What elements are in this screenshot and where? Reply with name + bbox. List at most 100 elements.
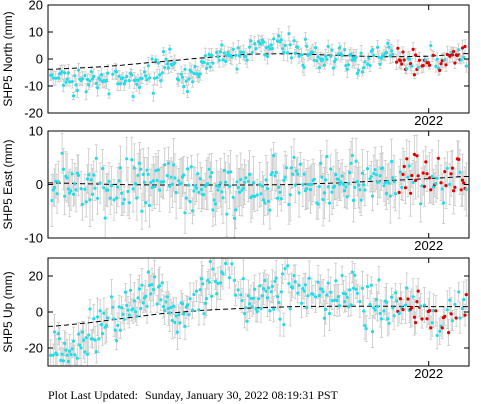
data-point xyxy=(106,316,110,320)
data-point xyxy=(189,165,193,169)
data-point xyxy=(184,79,188,83)
data-point xyxy=(84,336,88,340)
data-point xyxy=(194,186,198,190)
data-point xyxy=(239,177,243,182)
data-point xyxy=(326,281,330,285)
recent-data-point xyxy=(406,297,410,301)
data-point xyxy=(357,183,361,187)
data-point xyxy=(61,359,65,363)
data-point xyxy=(70,347,74,351)
data-point xyxy=(64,348,68,352)
data-point xyxy=(357,68,361,72)
data-point xyxy=(88,198,92,202)
data-point xyxy=(153,185,157,189)
data-point xyxy=(277,300,281,305)
data-point xyxy=(286,51,290,55)
data-point xyxy=(172,304,176,308)
data-point xyxy=(382,184,386,188)
data-point xyxy=(103,216,107,220)
y-tick-label: 0 xyxy=(36,305,43,320)
data-point xyxy=(101,332,105,336)
data-point xyxy=(197,308,201,312)
data-point xyxy=(430,321,434,325)
data-point xyxy=(377,278,381,282)
data-point xyxy=(68,80,72,84)
data-point xyxy=(173,176,177,180)
data-point xyxy=(236,46,240,50)
data-point xyxy=(287,282,291,286)
data-point xyxy=(77,173,81,177)
data-point xyxy=(113,328,117,332)
data-point xyxy=(65,77,69,81)
data-point xyxy=(411,180,415,184)
data-point xyxy=(218,281,223,285)
data-point xyxy=(282,50,286,55)
data-point xyxy=(122,82,126,86)
data-point xyxy=(197,75,201,79)
data-point xyxy=(187,77,191,81)
recent-data-point xyxy=(410,173,414,178)
data-point xyxy=(211,208,215,212)
data-point xyxy=(274,276,278,280)
data-point xyxy=(248,45,252,49)
data-point xyxy=(142,70,147,74)
data-point xyxy=(188,297,192,301)
data-point xyxy=(121,312,125,316)
data-point xyxy=(116,323,120,327)
data-point xyxy=(163,66,167,70)
data-point xyxy=(315,59,319,63)
data-point xyxy=(117,305,121,309)
data-point xyxy=(118,82,122,86)
data-point xyxy=(52,186,57,190)
data-point xyxy=(259,42,263,46)
data-point xyxy=(177,78,181,82)
data-point xyxy=(383,181,387,185)
data-point xyxy=(289,56,293,60)
data-point xyxy=(275,295,280,299)
data-point xyxy=(235,67,239,71)
data-point xyxy=(192,292,196,297)
data-point xyxy=(365,285,370,289)
data-point xyxy=(108,196,112,200)
data-point xyxy=(161,50,166,54)
data-point xyxy=(329,290,333,294)
data-point xyxy=(296,172,300,176)
data-point xyxy=(168,47,172,51)
data-point xyxy=(84,90,88,94)
data-point xyxy=(379,317,383,321)
data-point xyxy=(177,179,181,183)
data-point xyxy=(77,332,81,336)
y-tick-label: 20 xyxy=(29,0,43,13)
data-point xyxy=(275,39,280,43)
data-point xyxy=(272,154,276,158)
data-point xyxy=(60,352,64,356)
data-point xyxy=(118,328,122,332)
data-point xyxy=(183,324,187,328)
data-point xyxy=(236,288,240,292)
data-point xyxy=(154,169,158,173)
data-point xyxy=(80,330,84,334)
data-point xyxy=(256,297,261,301)
recent-data-point xyxy=(410,305,414,310)
data-point xyxy=(322,63,326,67)
data-point xyxy=(464,187,468,191)
data-point xyxy=(117,74,121,78)
data-point xyxy=(146,64,150,68)
data-point xyxy=(202,60,206,64)
data-point xyxy=(92,317,96,321)
data-point xyxy=(393,291,397,295)
data-point xyxy=(147,203,152,208)
data-point xyxy=(377,180,381,184)
data-point xyxy=(420,184,424,188)
data-point xyxy=(400,185,404,189)
trend-line xyxy=(48,53,469,70)
data-point xyxy=(302,289,306,293)
data-point xyxy=(88,307,92,311)
data-point xyxy=(345,295,349,299)
recent-data-point xyxy=(439,181,443,185)
data-point xyxy=(198,288,202,292)
data-point xyxy=(197,190,201,194)
plot-area xyxy=(48,25,469,102)
data-point xyxy=(66,71,70,75)
data-point xyxy=(297,283,301,288)
